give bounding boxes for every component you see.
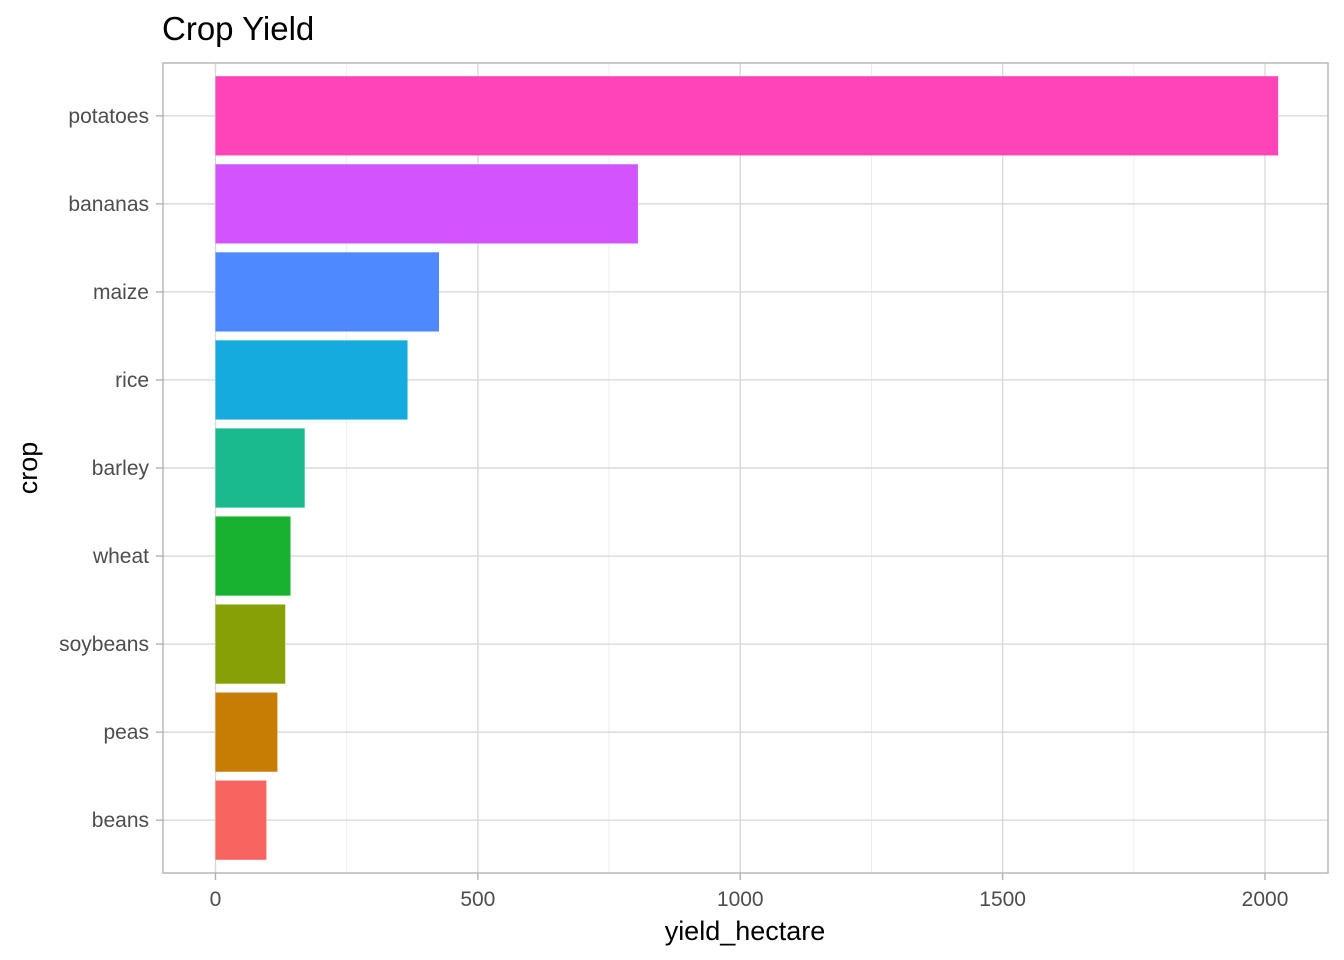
- y-tick-label-wheat: wheat: [92, 545, 149, 568]
- x-axis-title: yield_hectare: [665, 916, 826, 946]
- y-tick-label-soybeans: soybeans: [59, 633, 149, 656]
- bar-rice: [215, 340, 408, 420]
- y-tick-label-bananas: bananas: [68, 193, 149, 216]
- bar-soybeans: [215, 604, 286, 684]
- y-tick-label-beans: beans: [92, 809, 149, 832]
- y-axis: beans peas soybeans wheat barley rice maize ban…: [59, 105, 163, 832]
- bar-bananas: [215, 164, 638, 244]
- x-tick-label-500: 500: [460, 888, 495, 911]
- x-tick-label-2000: 2000: [1242, 888, 1289, 911]
- x-tick-label-1000: 1000: [717, 888, 764, 911]
- x-tick-label-1500: 1500: [979, 888, 1026, 911]
- y-tick-label-rice: rice: [115, 369, 149, 392]
- y-tick-label-peas: peas: [103, 721, 149, 744]
- y-tick-label-barley: barley: [92, 457, 150, 480]
- bar-maize: [215, 252, 440, 332]
- y-tick-label-potatoes: potatoes: [68, 105, 149, 128]
- y-tick-label-maize: maize: [93, 281, 149, 304]
- bar-potatoes: [215, 76, 1279, 156]
- bar-layer: [215, 76, 1279, 860]
- y-axis-title: crop: [13, 442, 43, 495]
- x-tick-label-0: 0: [210, 888, 222, 911]
- chart-title: Crop Yield: [162, 10, 314, 47]
- bar-peas: [215, 692, 278, 772]
- bar-barley: [215, 428, 305, 508]
- x-axis: 0 500 1000 1500 2000: [210, 873, 1289, 911]
- bar-wheat: [215, 516, 291, 596]
- bar-beans: [215, 780, 267, 860]
